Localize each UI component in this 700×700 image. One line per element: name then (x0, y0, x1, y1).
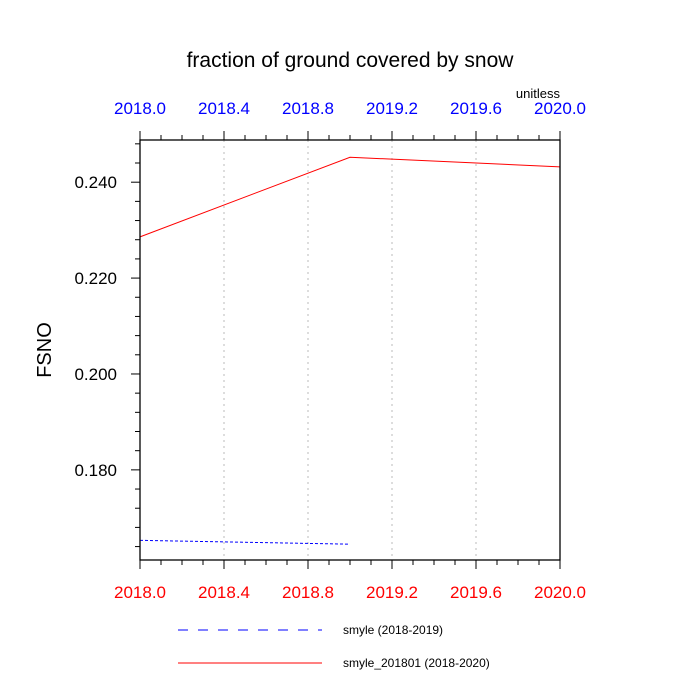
y-tick-label: 0.220 (74, 269, 117, 288)
legend-label: smyle_201801 (2018-2020) (343, 656, 490, 670)
x-tick-label-top: 2018.4 (198, 99, 250, 118)
x-tick-label-bottom: 2018.0 (114, 583, 166, 602)
grid (223, 140, 477, 560)
x-tick-label-bottom: 2018.4 (198, 583, 250, 602)
y-tick-label: 0.200 (74, 365, 117, 384)
x-tick-label-top: 2019.6 (450, 99, 502, 118)
x-tick-label-top: 2020.0 (534, 99, 586, 118)
x-tick-label-bottom: 2019.2 (366, 583, 418, 602)
ticks: 2018.0 2018.0 2018.4 2018.4 2018.8 2018.8 2019… (74, 99, 586, 602)
legend-label: smyle (2018-2019) (343, 623, 443, 637)
y-axis-label: FSNO (34, 322, 56, 378)
series-line-2 (139, 156, 561, 238)
series-layer (139, 156, 561, 545)
units-label: unitless (516, 86, 561, 101)
x-tick-label-top: 2018.8 (282, 99, 334, 118)
x-tick-label-bottom: 2019.6 (450, 583, 502, 602)
series-line-1 (139, 539, 351, 545)
x-tick-label-top: 2018.0 (114, 99, 166, 118)
x-tick-label-top: 2019.2 (366, 99, 418, 118)
x-tick-label-bottom: 2020.0 (534, 583, 586, 602)
chart-title: fraction of ground covered by snow (187, 49, 515, 72)
y-tick-label: 0.240 (74, 173, 117, 192)
legend: smyle (2018-2019) smyle_201801 (2018-2020… (178, 623, 490, 670)
y-tick-label: 0.180 (74, 461, 117, 480)
plot-frame (139, 139, 561, 561)
x-tick-label-bottom: 2018.8 (282, 583, 334, 602)
